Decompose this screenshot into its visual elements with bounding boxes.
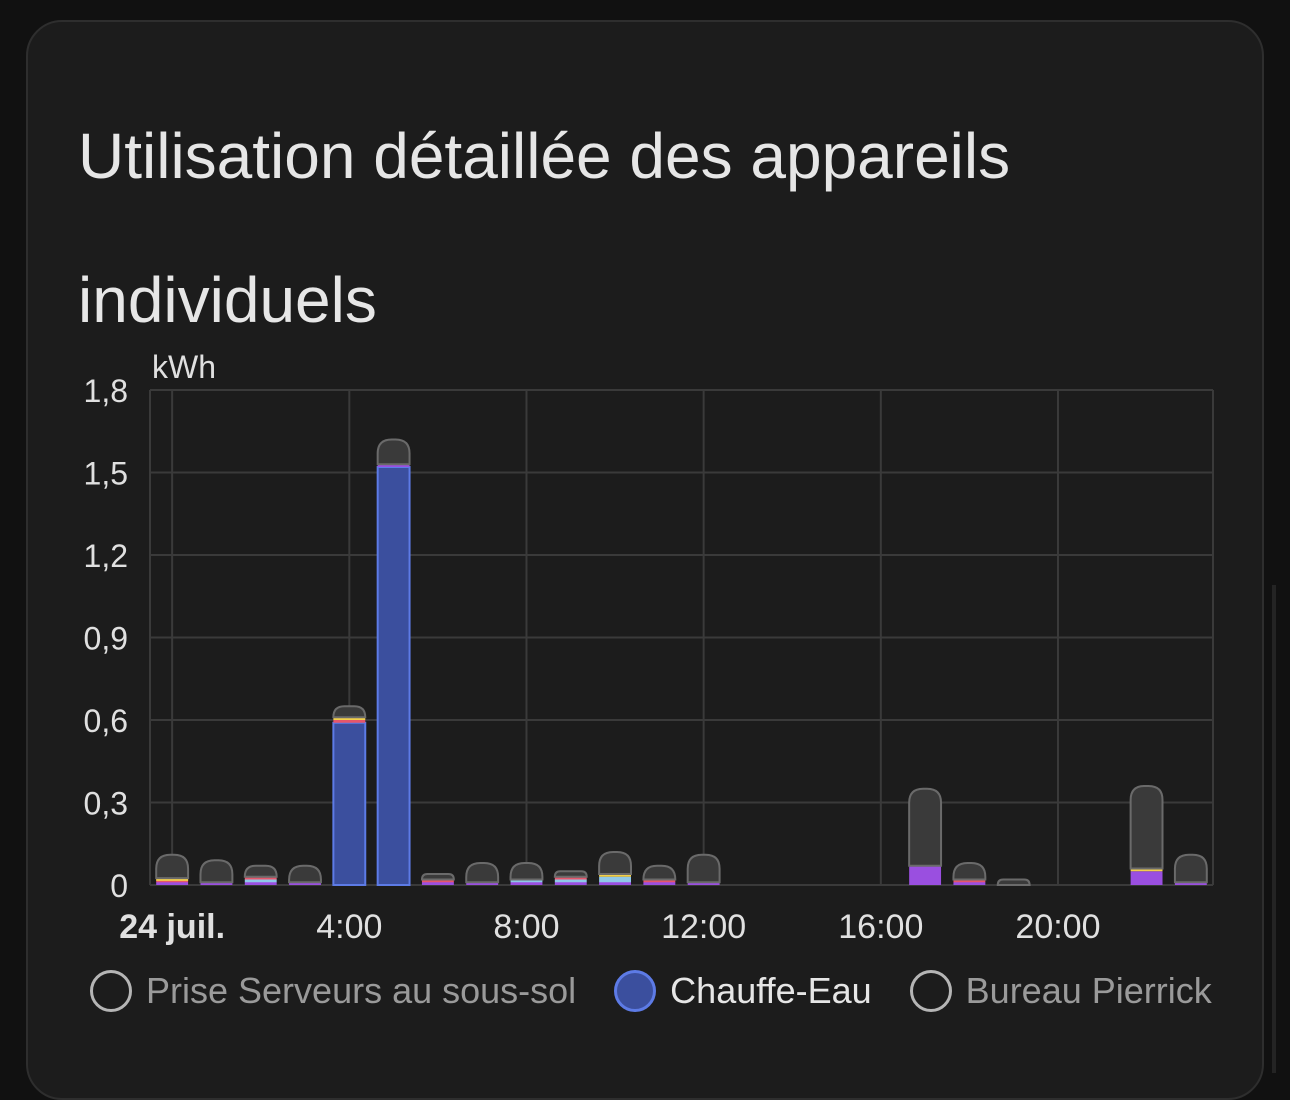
bar-segment-other[interactable] [376, 438, 411, 466]
legend-label-prise-serveurs: Prise Serveurs au sous-sol [146, 970, 577, 1011]
bar-segment-purple[interactable] [244, 882, 277, 885]
y-tick-label: 1,5 [84, 456, 128, 492]
bar-segment-other[interactable] [332, 705, 367, 719]
bar-segment-other[interactable] [1129, 785, 1164, 870]
chart-bars [155, 438, 1208, 886]
bar-segment-other[interactable] [553, 870, 588, 878]
bar-segment-purple[interactable] [510, 882, 543, 885]
bar-segment-lightblue[interactable] [244, 879, 277, 883]
bar-segment-other[interactable] [908, 787, 943, 867]
bar-segment-purple[interactable] [643, 882, 676, 885]
bar-segment-lightblue[interactable] [599, 876, 632, 883]
bar-segment-other[interactable] [465, 862, 500, 884]
y-tick-label: 0 [110, 868, 128, 904]
bar-segment-red[interactable] [333, 719, 366, 723]
bar-segment-yellow[interactable] [156, 877, 189, 881]
bar-segment-purple[interactable] [377, 464, 410, 467]
bar-segment-purple[interactable] [554, 882, 587, 885]
energy-chart: kWh 0 0,3 0,6 0,9 1,2 1,5 1,8 24 juil. 4:00 8:00… [84, 349, 1214, 946]
card-title: Utilisation détaillée des appareils indi… [78, 120, 1011, 336]
y-tick-label: 1,8 [84, 373, 128, 409]
bar-segment-yellow[interactable] [333, 717, 366, 720]
legend-swatch-bureau-pierrick [909, 970, 952, 1012]
legend-item-bureau-pierrick[interactable]: Bureau Pierrick [909, 970, 1212, 1012]
bar-segment-yellow[interactable] [599, 873, 632, 877]
page-scrollbar[interactable] [1272, 585, 1276, 1073]
bar-segment-other[interactable] [155, 853, 190, 880]
bar-segment-red[interactable] [953, 879, 986, 883]
bar-segment-lightblue[interactable] [554, 879, 587, 883]
y-tick-label: 1,2 [84, 538, 128, 574]
bar-segment-purple[interactable] [466, 882, 499, 885]
x-tick-label: 20:00 [1015, 908, 1100, 946]
bar-segment-purple[interactable] [200, 882, 233, 885]
x-tick-label: 16:00 [838, 908, 923, 946]
x-axis: 24 juil. 4:00 8:00 12:00 16:00 20:00 [119, 908, 1100, 946]
legend-item-chauffe-eau[interactable]: Chauffe-Eau [614, 970, 872, 1012]
x-tick-label: 12:00 [661, 908, 746, 946]
y-tick-label: 0,6 [84, 703, 128, 739]
bar-segment-purple[interactable] [1130, 871, 1163, 885]
bar-segment-other[interactable] [509, 862, 544, 881]
x-tick-label: 4:00 [316, 908, 382, 946]
legend-swatch-prise-serveurs [90, 970, 132, 1012]
legend-item-prise-serveurs[interactable]: Prise Serveurs au sous-sol [90, 970, 576, 1012]
y-axis: 0 0,3 0,6 0,9 1,2 1,5 1,8 [84, 373, 128, 904]
bar-segment-red[interactable] [554, 876, 587, 880]
y-tick-label: 0,9 [84, 621, 128, 657]
bar-segment-red[interactable] [244, 876, 277, 880]
bar-segment-other[interactable] [420, 873, 455, 881]
bar-segment-purple[interactable] [599, 882, 632, 885]
bar-segment-red[interactable] [643, 879, 676, 883]
x-tick-label: 8:00 [493, 908, 559, 946]
bar-segment-red[interactable] [421, 879, 454, 883]
bar-segment-purple[interactable] [687, 882, 720, 885]
bar-segment-other[interactable] [952, 862, 987, 881]
chart-legend: Prise Serveurs au sous-sol Chauffe-Eau B… [90, 970, 1212, 1012]
legend-label-bureau-pierrick: Bureau Pierrick [965, 970, 1212, 1011]
chart-grid [149, 389, 1214, 886]
bar-segment-other[interactable] [642, 864, 677, 881]
legend-label-chauffe-eau: Chauffe-Eau [670, 970, 872, 1011]
bar-segment-purple[interactable] [909, 865, 942, 885]
bar-segment-chauffe_eau[interactable] [332, 721, 367, 886]
bar-segment-other[interactable] [243, 864, 278, 878]
bar-segment-other[interactable] [199, 859, 234, 884]
bar-segment-other[interactable] [1173, 853, 1208, 884]
bar-segment-purple[interactable] [953, 882, 986, 885]
x-tick-label: 24 juil. [119, 908, 225, 946]
y-axis-unit: kWh [152, 349, 216, 385]
bar-segment-other[interactable] [288, 864, 322, 884]
bar-segment-purple[interactable] [421, 882, 454, 885]
bar-segment-purple[interactable] [156, 882, 189, 885]
bar-segment-other[interactable] [598, 851, 633, 875]
bar-segment-chauffe_eau[interactable] [376, 466, 411, 886]
bar-segment-yellow[interactable] [1130, 868, 1163, 872]
bar-segment-purple[interactable] [289, 882, 321, 885]
y-tick-label: 0,3 [84, 786, 128, 822]
bar-segment-other[interactable] [686, 853, 721, 884]
bar-segment-purple[interactable] [1174, 882, 1207, 885]
legend-swatch-chauffe-eau [614, 970, 657, 1012]
bar-segment-lightblue[interactable] [510, 879, 543, 883]
bar-segment-other[interactable] [996, 878, 1031, 886]
